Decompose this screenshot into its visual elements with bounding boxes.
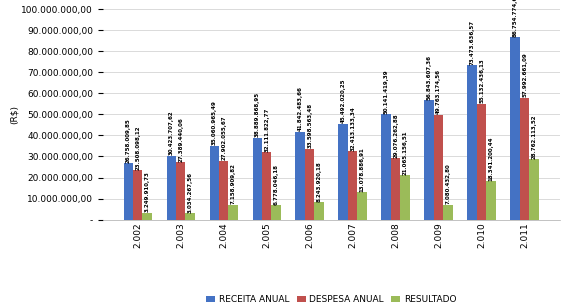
Bar xyxy=(228,205,238,220)
Legend: RECEITA ANUAL, DESPESA ANUAL, RESULTADO: RECEITA ANUAL, DESPESA ANUAL, RESULTADO xyxy=(203,292,460,305)
Bar xyxy=(315,202,324,220)
Bar xyxy=(529,159,539,220)
Bar xyxy=(167,156,176,220)
Bar xyxy=(252,138,262,220)
Bar xyxy=(133,170,142,220)
Bar xyxy=(357,192,367,220)
Text: 32.413.133,34: 32.413.133,34 xyxy=(350,106,355,151)
Text: 35.060.965,49: 35.060.965,49 xyxy=(212,101,217,145)
Text: 32.111.822,77: 32.111.822,77 xyxy=(264,107,269,152)
Text: 50.141.419,39: 50.141.419,39 xyxy=(384,69,389,114)
Bar xyxy=(510,37,520,220)
Text: 28.762.113,52: 28.762.113,52 xyxy=(532,114,537,159)
Bar xyxy=(424,100,434,220)
Text: 13.078.886,91: 13.078.886,91 xyxy=(360,147,365,192)
Text: 23.508.098,12: 23.508.098,12 xyxy=(135,125,140,170)
Bar xyxy=(339,124,348,220)
Text: 49.763.174,56: 49.763.174,56 xyxy=(436,70,441,114)
Bar xyxy=(443,205,453,220)
Bar xyxy=(296,131,305,220)
Bar xyxy=(305,149,315,220)
Bar xyxy=(400,175,410,220)
Bar xyxy=(520,98,529,220)
Text: 30.423.707,62: 30.423.707,62 xyxy=(169,110,174,155)
Bar xyxy=(210,146,219,220)
Text: 6.778.046,18: 6.778.046,18 xyxy=(274,164,279,205)
Bar xyxy=(186,213,195,220)
Text: 86.754.774,61: 86.754.774,61 xyxy=(513,0,518,37)
Text: 56.843.607,36: 56.843.607,36 xyxy=(427,55,432,99)
Text: 7.158.909,82: 7.158.909,82 xyxy=(231,163,236,204)
Bar xyxy=(219,161,228,220)
Text: 3.034.267,56: 3.034.267,56 xyxy=(188,172,192,213)
Bar xyxy=(176,162,186,220)
Y-axis label: (R$): (R$) xyxy=(10,105,18,124)
Text: 57.992.661,09: 57.992.661,09 xyxy=(522,52,527,97)
Bar xyxy=(391,158,400,220)
Text: 55.132.436,13: 55.132.436,13 xyxy=(479,58,484,103)
Text: 26.758.009,85: 26.758.009,85 xyxy=(126,118,131,163)
Bar xyxy=(262,152,271,220)
Bar xyxy=(477,104,486,220)
Text: 33.598.563,48: 33.598.563,48 xyxy=(307,103,312,149)
Bar xyxy=(468,65,477,220)
Text: 21.065.156,51: 21.065.156,51 xyxy=(403,130,408,175)
Text: 45.492.020,25: 45.492.020,25 xyxy=(341,79,345,124)
Text: 8.243.920,18: 8.243.920,18 xyxy=(317,161,321,202)
Text: 41.842.483,66: 41.842.483,66 xyxy=(297,86,303,131)
Bar xyxy=(486,181,496,220)
Bar xyxy=(123,163,133,220)
Text: 3.249.910,73: 3.249.910,73 xyxy=(144,171,150,212)
Text: 18.341.200,44: 18.341.200,44 xyxy=(489,136,493,181)
Bar xyxy=(142,213,152,220)
Bar xyxy=(381,114,391,220)
Bar xyxy=(434,115,443,220)
Bar xyxy=(348,151,357,220)
Bar xyxy=(271,205,281,220)
Text: 27.902.055,67: 27.902.055,67 xyxy=(221,116,226,160)
Text: 73.473.636,57: 73.473.636,57 xyxy=(470,20,475,65)
Text: 7.080.432,80: 7.080.432,80 xyxy=(445,163,451,204)
Text: 27.389.440,06: 27.389.440,06 xyxy=(178,117,183,162)
Text: 29.076.262,88: 29.076.262,88 xyxy=(393,113,398,158)
Text: 38.889.868,95: 38.889.868,95 xyxy=(255,92,260,137)
